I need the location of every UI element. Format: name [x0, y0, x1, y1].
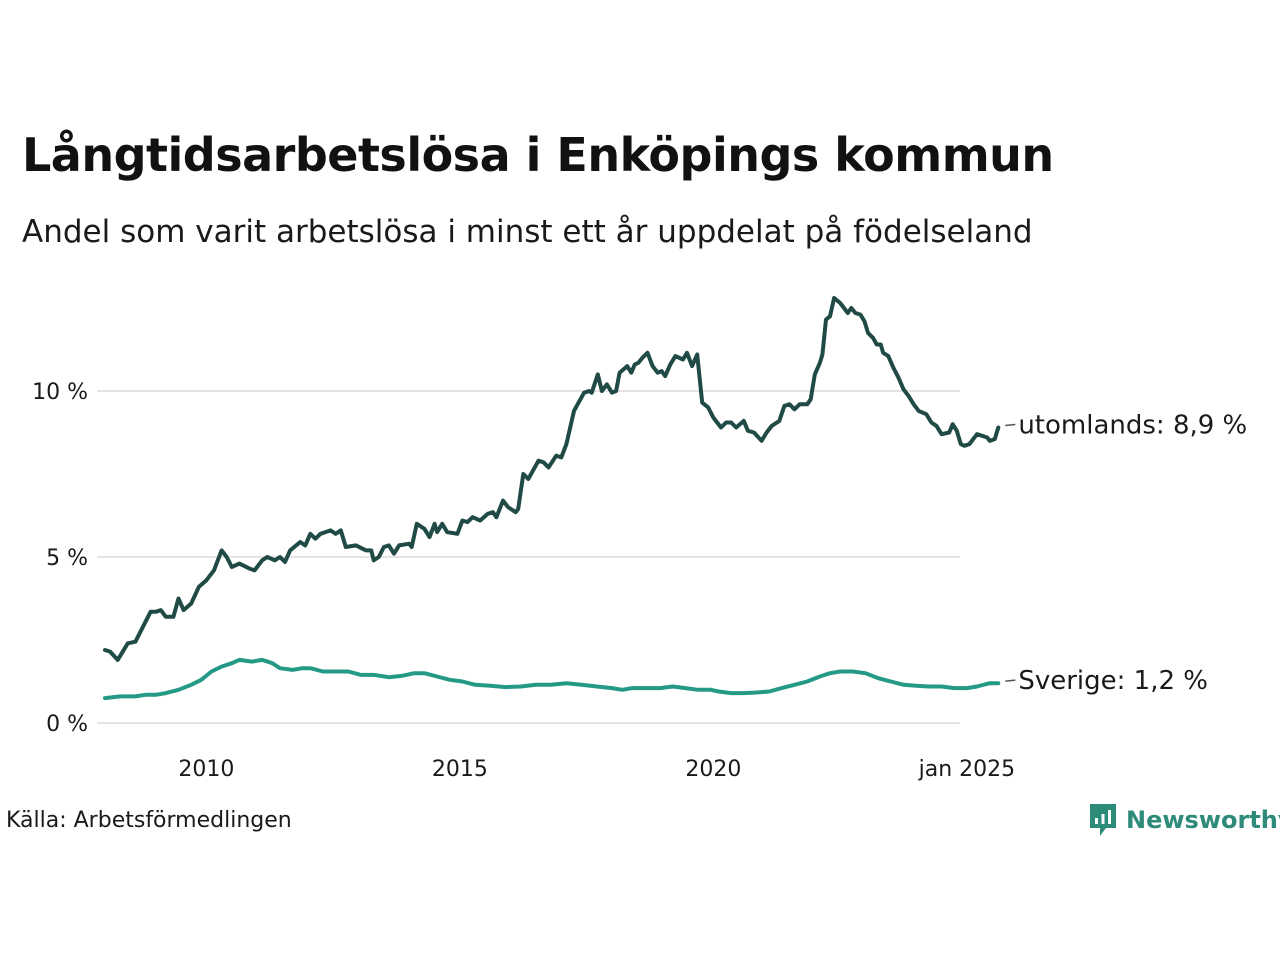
end-label-Sverige: Sverige: 1,2 %: [1018, 666, 1208, 696]
x-tick-label-3: jan 2025: [918, 757, 1016, 782]
end-labels: utomlands: 8,9 % Sverige: 1,2 %: [1005, 411, 1247, 696]
series-line-utomlands: [103, 296, 1001, 662]
chart-title: Långtidsarbetslösa i Enköpings kommun: [22, 128, 1054, 182]
brand: Newsworthy: [1088, 802, 1280, 838]
end-label-connector-Sverige: [1005, 679, 1016, 682]
x-axis: 2010 2015 2020 jan 2025: [178, 757, 1015, 782]
series-lines: [103, 296, 1001, 701]
end-label-connector-utomlands: [1005, 423, 1016, 427]
source-note: Källa: Arbetsförmedlingen: [6, 808, 292, 833]
end-label-utomlands: utomlands: 8,9 %: [1018, 411, 1247, 441]
brand-name: Newsworthy: [1126, 806, 1280, 834]
x-tick-label-1: 2015: [432, 757, 488, 782]
y-tick-label-1: 5 %: [46, 546, 88, 571]
y-tick-label-0: 0 %: [46, 712, 88, 737]
x-tick-label-0: 2010: [178, 757, 234, 782]
y-axis: 0 % 5 % 10 %: [32, 380, 88, 737]
y-tick-label-2: 10 %: [32, 380, 88, 405]
grid-lines: [97, 390, 960, 724]
x-tick-label-2: 2020: [685, 757, 741, 782]
newsworthy-logo-icon: [1090, 804, 1116, 836]
series-line-Sverige: [103, 657, 1001, 701]
chart-subtitle: Andel som varit arbetslösa i minst ett å…: [22, 214, 1033, 250]
